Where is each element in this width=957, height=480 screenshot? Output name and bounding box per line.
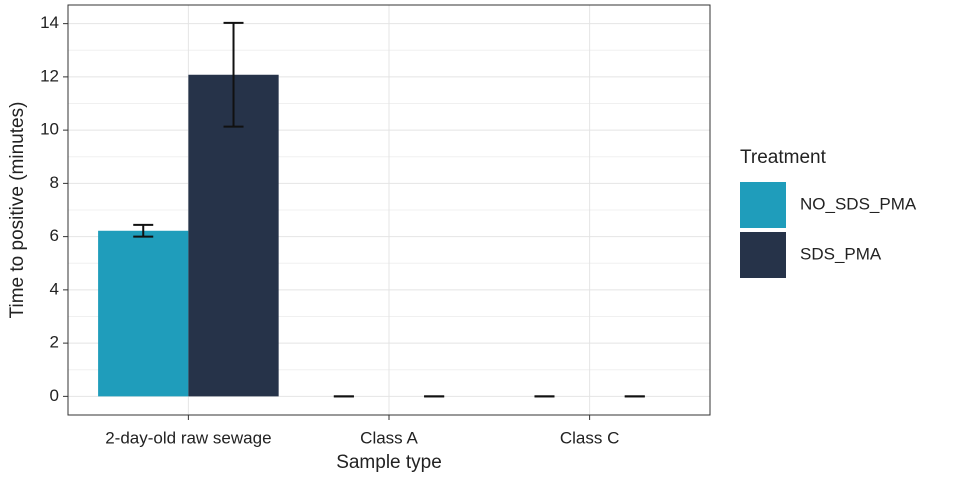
x-tick-label: 2-day-old raw sewage	[105, 428, 271, 447]
bar	[98, 230, 189, 397]
legend-key	[740, 182, 786, 228]
x-tick-label: Class C	[560, 428, 620, 447]
y-tick-label: 12	[40, 66, 59, 85]
legend-label: NO_SDS_PMA	[800, 194, 917, 213]
y-tick-label: 6	[50, 226, 59, 245]
y-tick-label: 8	[50, 173, 59, 192]
y-axis-title: Time to positive (minutes)	[7, 102, 28, 319]
y-tick-label: 2	[50, 333, 59, 352]
y-tick-label: 0	[50, 386, 59, 405]
legend-label: SDS_PMA	[800, 244, 882, 263]
bar	[188, 74, 279, 397]
error-bar	[223, 21, 244, 128]
y-tick-label: 4	[50, 279, 59, 298]
plot-border	[67, 4, 711, 416]
y-tick-label: 10	[40, 120, 59, 139]
legend-key	[740, 232, 786, 278]
x-axis-title: Sample type	[336, 452, 442, 473]
x-tick-label: Class A	[360, 428, 418, 447]
legend-title: Treatment	[740, 147, 827, 168]
error-bar	[133, 223, 154, 238]
y-tick-label: 14	[40, 13, 59, 32]
